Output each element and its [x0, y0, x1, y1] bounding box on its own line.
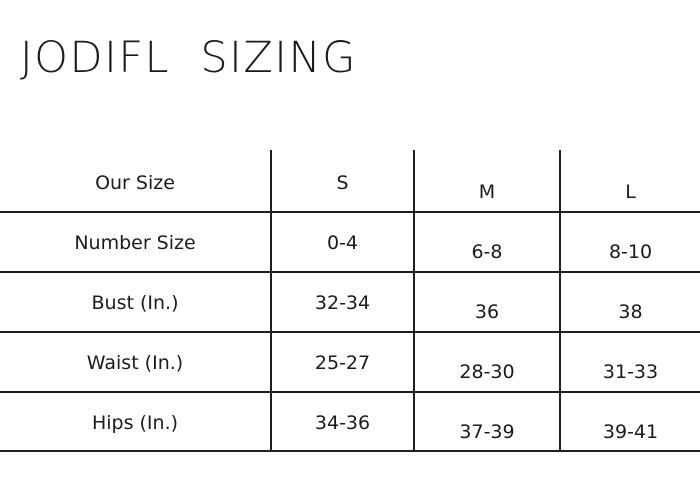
cell-hips-l: 39-41	[602, 421, 659, 443]
cell-bust-l: 38	[618, 301, 643, 323]
row-label-number-size: Number Size	[74, 232, 196, 254]
column-divider-3	[559, 150, 561, 451]
cell-number-size-s: 0-4	[326, 232, 359, 254]
cell-number-size-l: 8-10	[608, 241, 653, 263]
table-header-size-s: S	[336, 172, 349, 194]
cell-hips-s: 34-36	[314, 412, 371, 434]
table-header-our-size: Our Size	[95, 172, 175, 194]
row-divider-2	[0, 271, 700, 273]
cell-bust-m: 36	[474, 301, 500, 323]
row-divider-4	[0, 391, 700, 393]
row-label-waist: Waist (In.)	[86, 352, 184, 374]
row-label-hips: Hips (In.)	[91, 412, 179, 434]
column-divider-1	[270, 150, 272, 451]
cell-hips-m: 37-39	[459, 421, 515, 443]
cell-number-size-m: 6-8	[471, 241, 503, 263]
row-divider-bottom	[0, 450, 700, 452]
column-divider-2	[413, 150, 415, 451]
row-divider-1	[0, 211, 700, 213]
sizing-table: Our Size S M L Number Size 0-4 6-8 8-10 …	[0, 150, 700, 452]
row-label-bust: Bust (In.)	[91, 292, 179, 314]
page-title: JODIFL SIZING	[20, 33, 357, 83]
table-header-size-l: L	[625, 181, 636, 203]
table-header-size-m: M	[478, 181, 496, 203]
cell-bust-s: 32-34	[314, 292, 371, 314]
cell-waist-m: 28-30	[459, 361, 515, 383]
cell-waist-s: 25-27	[314, 352, 371, 374]
cell-waist-l: 31-33	[602, 361, 659, 383]
row-divider-3	[0, 331, 700, 333]
